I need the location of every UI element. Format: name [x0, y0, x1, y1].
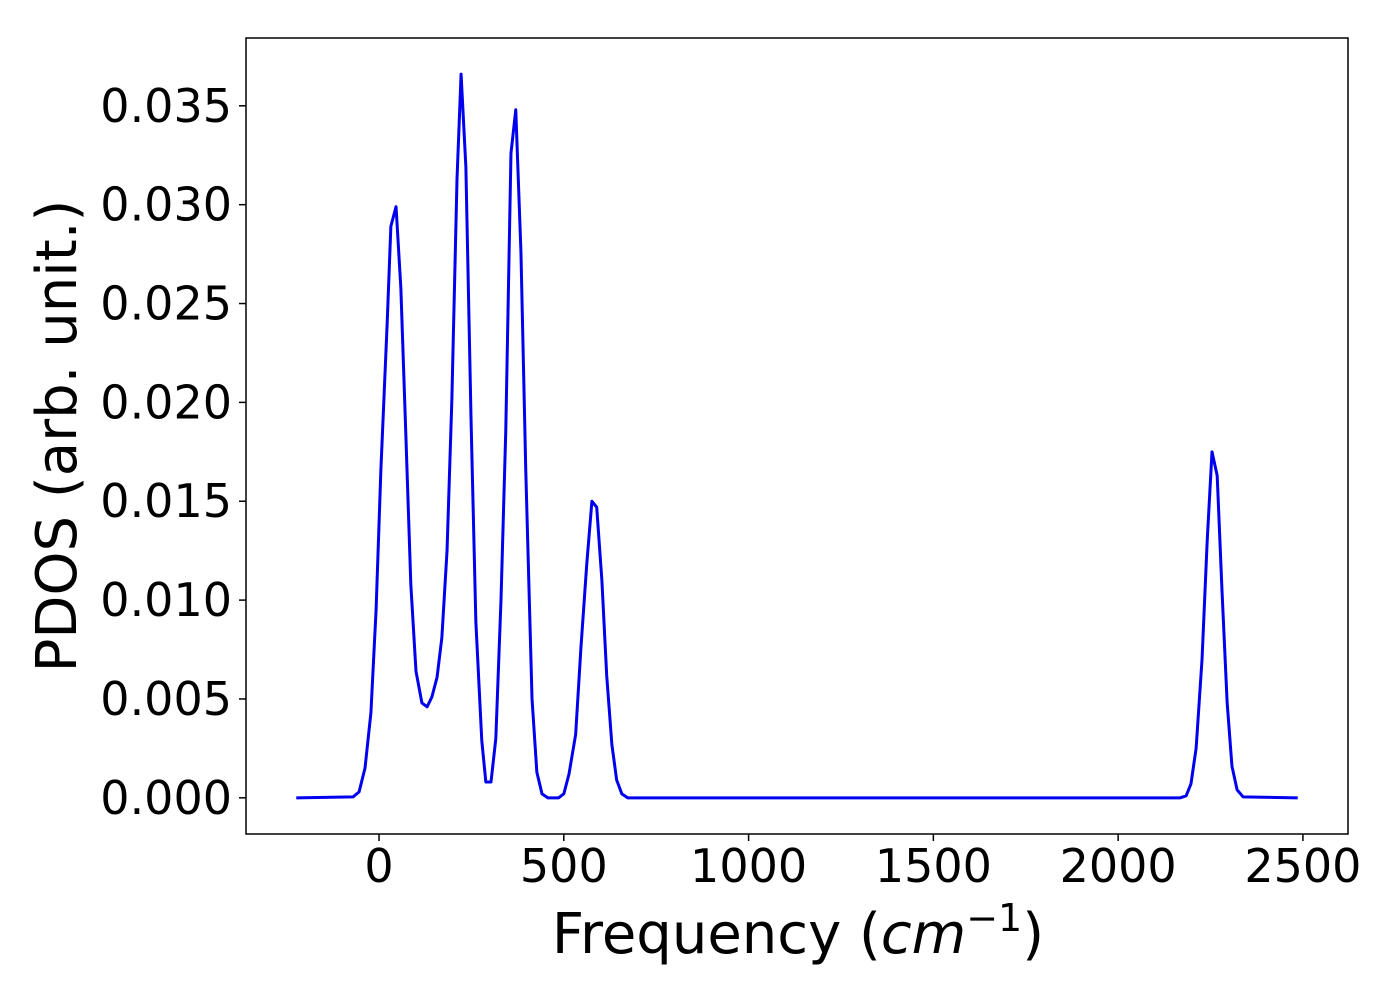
y-tick-label: 0.015 — [100, 474, 232, 528]
plot-frame — [245, 37, 1349, 835]
x-tick-label: 2500 — [1244, 839, 1361, 893]
y-tick-label: 0.025 — [100, 277, 232, 331]
x-tick-label: 2000 — [1060, 839, 1177, 893]
data-line — [296, 72, 1298, 800]
y-tick-label: 0.035 — [100, 79, 232, 133]
x-label-math: cm — [881, 902, 966, 967]
y-tick-label: 0.000 — [100, 771, 232, 825]
y-tick-label: 0.020 — [100, 375, 232, 429]
x-label-sup: −1 — [966, 896, 1022, 940]
x-axis-label: Frequency (cm−1) — [552, 896, 1044, 967]
x-tick-label: 500 — [520, 839, 608, 893]
y-tick-label: 0.005 — [100, 672, 232, 726]
x-tick-label: 1000 — [690, 839, 807, 893]
y-tick-label: 0.030 — [100, 178, 232, 232]
x-label-text: Frequency ( — [552, 902, 881, 967]
x-tick-label: 1500 — [875, 839, 992, 893]
x-tick-label: 0 — [364, 839, 393, 893]
y-axis-label: PDOS (arb. unit.) — [25, 200, 90, 673]
x-label-close: ) — [1022, 902, 1044, 967]
y-tick-label: 0.010 — [100, 573, 232, 627]
